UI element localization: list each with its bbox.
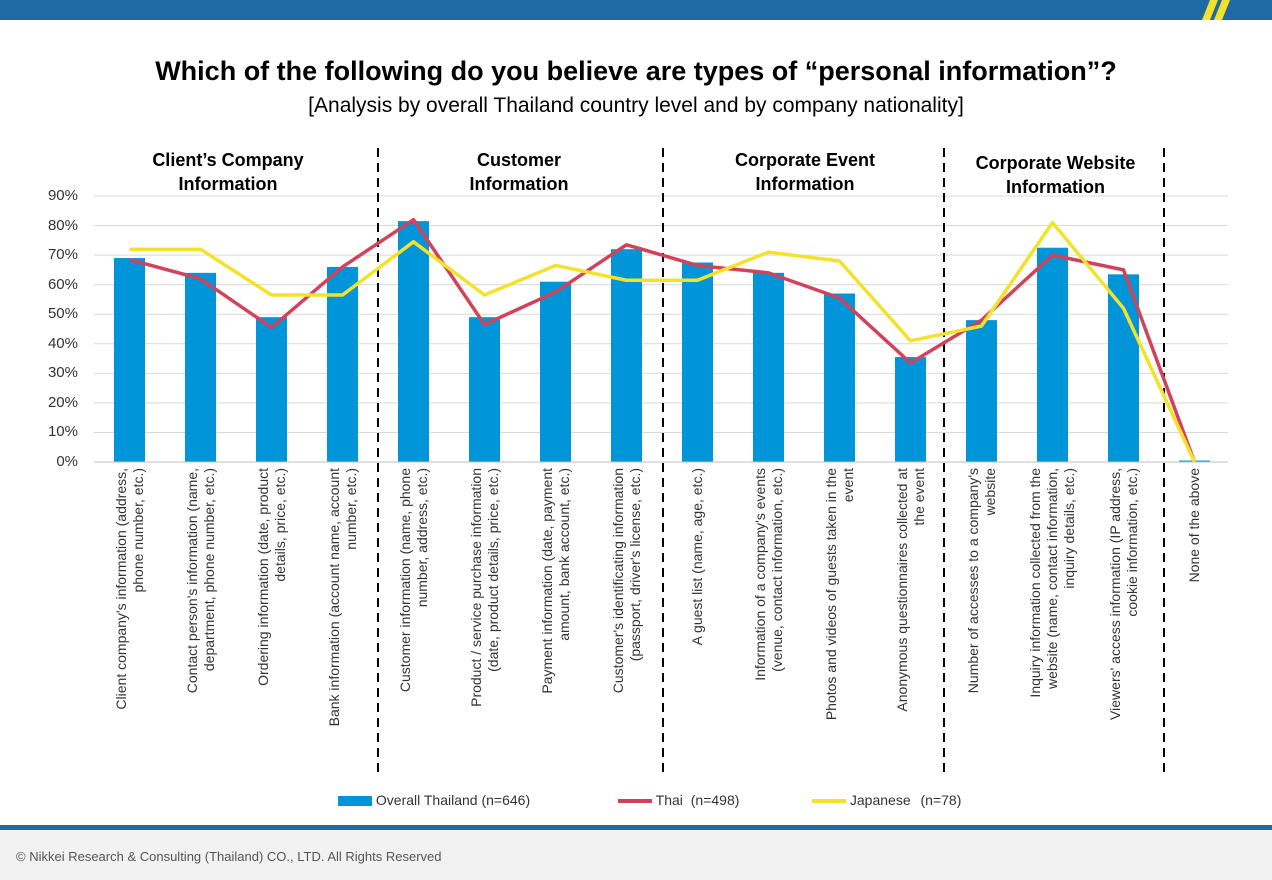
- legend-label-japanese: Japanese: [849, 792, 911, 808]
- x-category-label: A guest list (name, age, etc.): [689, 468, 706, 768]
- legend-swatch-overall: [338, 796, 372, 807]
- x-category-label-line: number, address, etc.): [413, 468, 430, 608]
- x-category-label-line: cookie information, etc.): [1123, 468, 1140, 617]
- x-category-label-line: website: [981, 468, 998, 516]
- bar-overall: [966, 320, 997, 462]
- x-category-label-line: department, phone number, etc.): [200, 468, 217, 672]
- x-category-label-line: Ordering information (date, product: [254, 468, 271, 686]
- bar-overall: [185, 272, 216, 462]
- chart-title: Which of the following do you believe ar…: [155, 56, 1117, 86]
- footer: [0, 830, 1272, 880]
- bar-overall: [895, 357, 926, 462]
- x-category-label-line: None of the above: [1186, 468, 1202, 583]
- bar-overall: [611, 249, 642, 462]
- line-thai: [129, 217, 1197, 463]
- y-tick-label: 0%: [56, 453, 78, 470]
- x-category-label: Anonymous questionnaires collected at the…: [894, 468, 928, 768]
- legend-swatch-thai: [618, 799, 652, 804]
- x-category-label: Bank information (account name, account n…: [326, 468, 360, 768]
- footer-divider: [0, 825, 1272, 830]
- bar-overall: [1037, 247, 1068, 462]
- y-tick-label: 80%: [47, 216, 78, 234]
- x-category-label: Viewers' access information (IP address,…: [1107, 468, 1141, 768]
- x-category-label-line: Information of a company's events: [751, 468, 768, 681]
- x-category-label-line: event: [839, 468, 856, 503]
- x-category-label: Customer's identificating information (pa…: [610, 468, 644, 768]
- bar-overall: [114, 258, 145, 462]
- x-category-label-line: (passport, driver's license, etc.): [626, 468, 643, 662]
- x-category-label: Information of a company's events (venue,…: [752, 468, 786, 768]
- x-category-label-line: details, price, etc.): [271, 468, 288, 582]
- line-japanese: [129, 220, 1197, 463]
- x-category-label-line: Customer information (name, phone: [396, 468, 413, 693]
- group-heading-corporate-event: Corporate Event Information: [734, 150, 876, 194]
- x-category-label-line: Client company's information (address,: [112, 468, 129, 710]
- bar-overall: [824, 293, 855, 462]
- x-category-label: Payment information (date, payment amount…: [539, 468, 573, 768]
- legend-label-thai: Thai: [655, 792, 683, 808]
- bar-overall: [753, 272, 784, 462]
- footer-copyright: © Nikkei Research & Consulting (Thailand…: [16, 849, 442, 864]
- x-category-label-line: the event: [910, 468, 927, 526]
- x-category-label-line: Customer's identificating information: [609, 468, 626, 694]
- y-tick-label: 70%: [47, 246, 78, 264]
- bar-overall: [540, 281, 571, 462]
- x-category-label: Client company's information (address, ph…: [113, 468, 147, 768]
- bar-overall: [398, 221, 429, 462]
- x-category-label: Number of accesses to a company's website: [965, 468, 999, 768]
- group-heading-corporate-website: Corporate Website Information: [975, 153, 1136, 197]
- x-category-label-line: amount, bank account, etc.): [555, 468, 572, 641]
- x-category-label: Product / service purchase information (d…: [468, 468, 502, 768]
- x-category-label-line: Contact person's information (name,: [183, 468, 200, 694]
- y-tick-label: 10%: [47, 423, 78, 441]
- x-category-label-line: Viewers' access information (IP address,: [1106, 468, 1123, 720]
- bar-overall: [327, 266, 358, 462]
- bar-overall: [256, 317, 287, 462]
- x-category-label-line: Photos and videos of guests taken in the: [822, 468, 839, 721]
- chart-legend: Overall Thailand (n=646) Thai (n=498) Ja…: [0, 792, 1272, 814]
- legend-item-japanese: Japanese (n=78): [812, 792, 961, 808]
- x-category-label-line: Anonymous questionnaires collected at: [893, 468, 910, 712]
- x-category-label-line: Payment information (date, payment: [538, 468, 555, 694]
- y-tick-label: 50%: [47, 305, 78, 323]
- x-category-label: Inquiry information collected from the we…: [1027, 468, 1078, 768]
- legend-n-thai: (n=498): [690, 792, 740, 808]
- legend-n-overall: (n=646): [481, 792, 531, 808]
- x-category-label-line: number, etc.): [342, 468, 359, 550]
- y-tick-label: 60%: [47, 275, 78, 293]
- x-category-label-line: (date, product details, price, etc.): [484, 468, 501, 672]
- group-heading-client-company: Client’s Company Information: [152, 150, 304, 194]
- brand-stripes-icon: [1202, 0, 1230, 20]
- chart-subtitle: [Analysis by overall Thailand country le…: [308, 94, 964, 117]
- x-category-label-line: Product / service purchase information: [467, 468, 484, 707]
- x-category-label-line: phone number, etc.): [129, 468, 146, 593]
- group-heading-customer: Customer Information: [469, 150, 569, 194]
- bar-overall: [469, 317, 500, 462]
- x-category-label: Ordering information (date, product detai…: [255, 468, 289, 768]
- y-tick-label: 30%: [47, 364, 78, 382]
- legend-item-thai: Thai (n=498): [618, 792, 739, 808]
- y-tick-label: 20%: [47, 393, 78, 411]
- x-category-label: Photos and videos of guests taken in the…: [823, 468, 857, 768]
- x-category-label: None of the above: [1186, 468, 1203, 768]
- legend-item-overall: Overall Thailand (n=646): [338, 792, 530, 808]
- top-banner: [0, 0, 1272, 20]
- x-category-label-line: A guest list (name, age, etc.): [689, 468, 705, 646]
- x-category-label-line: (venue, contact information, etc.): [768, 468, 785, 672]
- x-category-label: Customer information (name, phone number,…: [397, 468, 431, 768]
- legend-label-overall: Overall Thailand: [375, 792, 478, 808]
- y-tick-label: 40%: [47, 334, 78, 352]
- x-category-label-line: Bank information (account name, account: [325, 468, 342, 727]
- x-category-label-line: Inquiry information collected from the: [1027, 468, 1043, 698]
- legend-swatch-japanese: [812, 799, 846, 804]
- x-category-label-line: inquiry details, etc.): [1061, 468, 1077, 589]
- y-tick-label: 90%: [47, 187, 78, 204]
- x-category-label-line: website (name, contact information,: [1044, 468, 1060, 689]
- bar-overall: [682, 262, 713, 462]
- x-category-label: Contact person's information (name, depar…: [184, 468, 218, 768]
- legend-n-japanese: (n=78): [920, 792, 962, 808]
- x-category-label-line: Number of accesses to a company's: [964, 468, 981, 694]
